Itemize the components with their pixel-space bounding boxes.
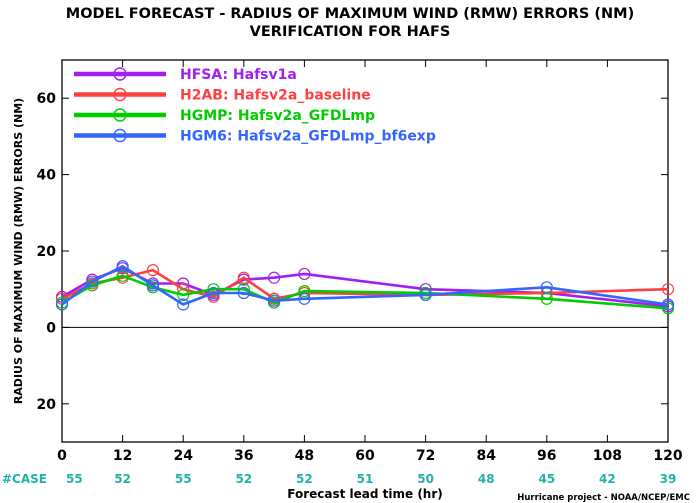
series [55,260,675,311]
y-tick-label: 60 [37,91,57,107]
data-point [146,264,159,277]
case-count: 50 [417,472,434,486]
case-count: 48 [478,472,495,486]
legend-label: HFSA: Hafsv1a [180,67,297,83]
y-axis-label: RADIUS OF MAXIMUM WIND (RMW) ERRORS (NM) [12,98,25,404]
case-count: 52 [114,472,131,486]
legend-entry: HGMP: Hafsv2a_GFDLmp [74,108,375,124]
x-tick-label: 36 [234,448,253,464]
x-tick-label: 0 [57,448,67,464]
chart-title: MODEL FORECAST - RADIUS OF MAXIMUM WIND … [66,6,634,22]
data-point [298,292,311,305]
data-point [661,283,675,296]
data-point [207,290,220,303]
data-point [268,294,281,307]
case-count: 39 [660,472,677,486]
y-tick-label: 20 [37,397,57,413]
x-tick-label: 96 [537,448,556,464]
x-tick-label: 84 [476,448,496,464]
x-tick-label: 60 [355,448,375,464]
data-point [116,260,129,273]
data-point [298,285,311,298]
x-tick-label: 12 [113,448,132,464]
data-point [298,267,311,281]
data-point [55,298,69,311]
data-point [419,288,432,302]
case-count: 51 [357,472,374,486]
legend-label: HGMP: Hafsv2a_GFDLmp [180,108,375,124]
data-point [237,283,250,296]
legend-entry: H2AB: Hafsv2a_baseline [74,88,371,104]
case-count: 55 [66,472,83,486]
data-point [237,286,250,300]
case-count: 52 [296,472,313,486]
y-tick-label: 40 [37,168,57,184]
legend-label: H2AB: Hafsv2a_baseline [180,88,371,104]
data-point [661,298,675,311]
legend-marker [113,108,127,122]
chart-subtitle: VERIFICATION FOR HAFS [250,24,451,40]
cases-label: #CASE [2,472,47,486]
case-count: 42 [599,472,616,486]
data-point [661,302,675,315]
x-tick-label: 108 [593,448,622,464]
legend-marker [113,128,127,143]
data-point [116,269,129,282]
x-tick-label: 48 [295,448,314,464]
case-count: 45 [538,472,555,486]
data-point [207,286,220,300]
x-axis-label: Forecast lead time (hr) [287,487,443,501]
data-point [207,283,220,296]
data-point [177,298,190,311]
legend-marker [113,87,127,102]
data-point [146,279,159,292]
legend-entry: HFSA: Hafsv1a [74,67,297,83]
data-point [540,281,553,294]
series-line [61,264,669,306]
x-tick-label: 24 [173,448,193,464]
x-tick-label: 72 [416,448,435,464]
data-point [177,288,190,302]
data-point [86,275,99,288]
data-point [268,271,281,284]
legend-entry: HGM6: Hafsv2a_GFDLmp_bf6exp [74,129,436,145]
y-tick-label: 0 [46,320,56,336]
credit-text: Hurricane project - NOAA/NCEP/EMC [517,493,690,503]
legend-marker [113,67,127,81]
case-count: 52 [235,472,252,486]
y-tick-label: 20 [37,244,57,260]
case-count: 55 [175,472,192,486]
legend-label: HGM6: Hafsv2a_GFDLmp_bf6exp [180,129,436,145]
x-tick-label: 120 [653,448,682,464]
